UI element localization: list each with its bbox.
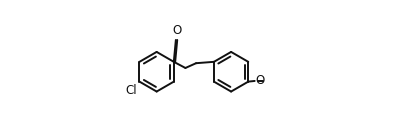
Text: O: O (173, 24, 182, 37)
Text: Cl: Cl (125, 84, 137, 97)
Text: O: O (256, 75, 265, 87)
